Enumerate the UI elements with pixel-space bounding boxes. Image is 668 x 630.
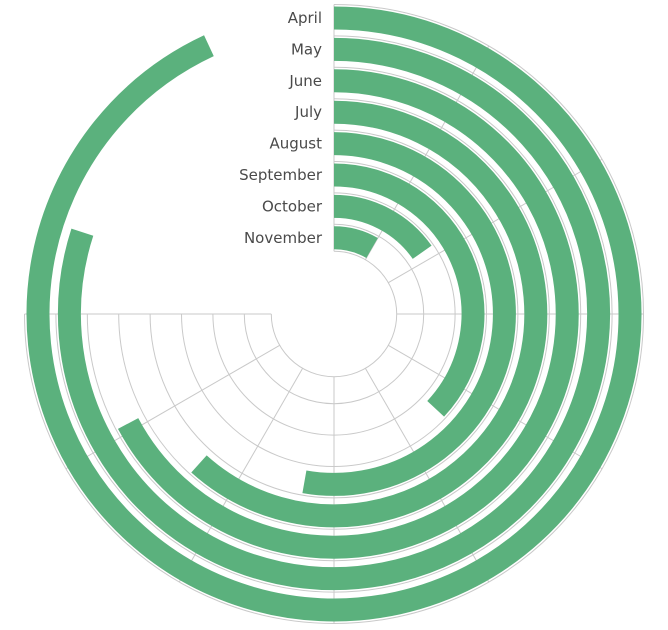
grid-ring: [181, 161, 487, 467]
grid-ring: [212, 192, 456, 436]
category-labels: April May June July August September October No…: [239, 9, 323, 247]
category-label: August: [270, 135, 323, 153]
category-label: November: [244, 229, 323, 247]
category-label: October: [262, 197, 323, 215]
category-label: July: [294, 103, 322, 121]
bar-september: [333, 163, 485, 417]
bar-july: [191, 100, 548, 528]
bar-may: [57, 37, 611, 591]
grid-ring: [55, 35, 613, 593]
bar-october: [333, 194, 432, 260]
category-label: June: [288, 72, 322, 90]
grid-ring: [149, 129, 519, 499]
bar-november: [333, 226, 378, 259]
category-label: September: [239, 166, 323, 184]
category-label: May: [291, 40, 322, 58]
grid-ring: [24, 4, 644, 624]
grid-ring: [243, 223, 425, 405]
bar-april: [26, 6, 642, 622]
bar-june: [117, 69, 579, 559]
grid-ring: [118, 98, 550, 530]
category-label: April: [288, 9, 322, 27]
grid-ring: [86, 66, 582, 562]
bar-august: [302, 132, 516, 496]
bars: [26, 6, 642, 622]
grid-ring: [270, 250, 398, 378]
